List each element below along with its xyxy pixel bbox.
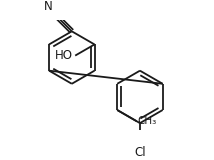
Text: N: N — [44, 0, 53, 13]
Text: CH₃: CH₃ — [137, 116, 156, 126]
Text: HO: HO — [55, 49, 73, 62]
Text: Cl: Cl — [134, 146, 146, 159]
